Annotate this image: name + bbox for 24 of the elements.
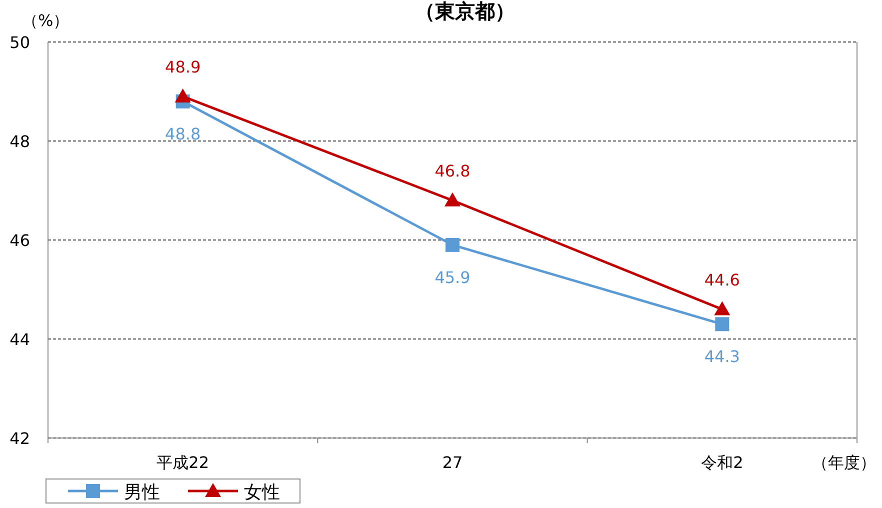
x-tick-label: 平成22 — [156, 453, 210, 472]
y-tick-label: 42 — [10, 429, 30, 448]
point — [715, 317, 730, 332]
y-tick-label: 44 — [10, 330, 30, 349]
point — [444, 192, 460, 206]
data-label: 46.8 — [434, 161, 470, 180]
data-label: 48.9 — [165, 57, 201, 76]
data-label: 48.8 — [165, 124, 201, 144]
y-axis-title: （%） — [22, 11, 70, 30]
x-axis-title: （年度） — [812, 453, 876, 472]
legend-label: 女性 — [244, 482, 280, 503]
chart-title: （東京都） — [415, 0, 515, 23]
y-tick-label: 46 — [10, 231, 30, 250]
data-label: 44.6 — [704, 270, 740, 290]
legend-label: 男性 — [124, 482, 160, 503]
data-label: 44.3 — [704, 347, 740, 366]
point — [714, 301, 730, 316]
x-tick-label: 令和2 — [701, 453, 744, 472]
data-label: 45.9 — [434, 268, 470, 287]
point — [174, 88, 191, 102]
y-tick-label: 50 — [10, 33, 30, 52]
x-tick-label: 27 — [442, 453, 463, 472]
y-tick-label: 48 — [10, 132, 30, 151]
point — [446, 238, 460, 252]
